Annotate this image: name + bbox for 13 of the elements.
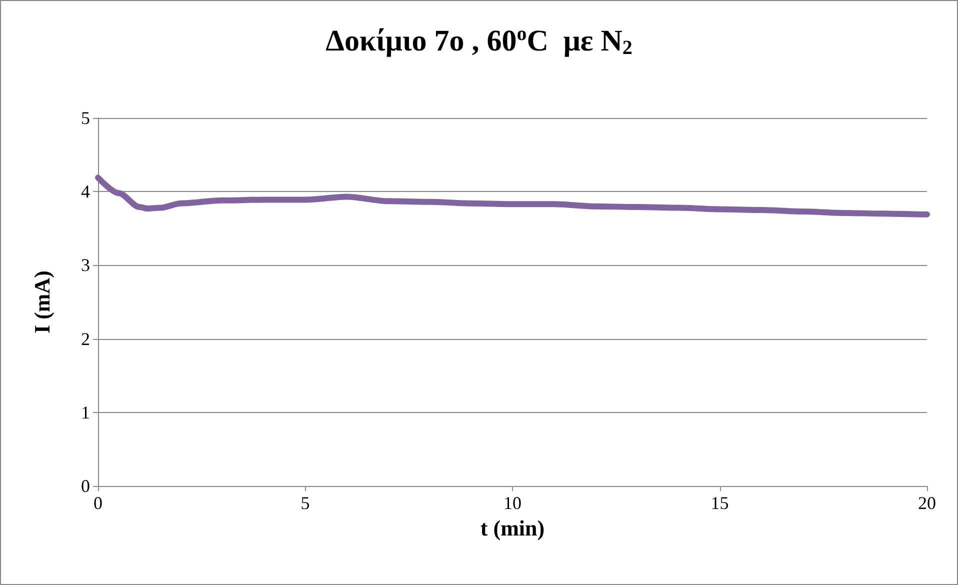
y-tick-label: 5 xyxy=(81,108,90,128)
y-tick-label: 1 xyxy=(81,402,90,422)
x-tick-label: 15 xyxy=(710,493,729,513)
y-axis-title: I (mA) xyxy=(30,270,54,334)
y-tick-label: 4 xyxy=(81,182,90,202)
y-tick-label: 0 xyxy=(81,476,90,496)
y-tick-label: 3 xyxy=(81,255,90,276)
y-tick-label: 2 xyxy=(81,328,90,349)
x-tick-label: 5 xyxy=(300,493,310,513)
x-tick-label: 10 xyxy=(504,493,522,513)
x-axis-title: t (min) xyxy=(480,515,545,540)
x-tick-label: 20 xyxy=(918,493,936,513)
x-tick-label: 0 xyxy=(94,493,102,513)
